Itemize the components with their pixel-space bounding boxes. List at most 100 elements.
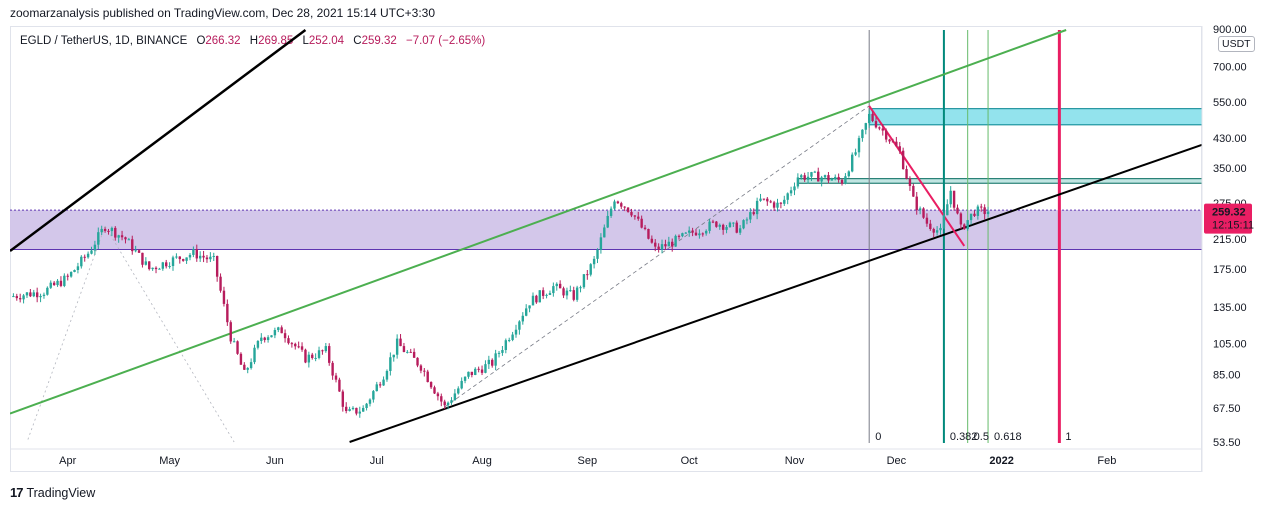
candle-body-23 [90, 250, 93, 254]
candle-body-246 [847, 171, 851, 177]
candle-body-0 [12, 296, 15, 298]
candle-body-229 [789, 190, 793, 194]
candle-body-2 [18, 298, 22, 300]
x-tick-label-6: Oct [681, 455, 698, 467]
resistance-zone-mid [797, 178, 1202, 184]
x-tick-label-10: Feb [1097, 455, 1116, 467]
candle-body-106 [372, 391, 375, 400]
candle-body-220 [759, 198, 762, 201]
candle-body-28 [107, 230, 110, 232]
candle-body-60 [215, 255, 219, 277]
candle-body-111 [389, 357, 392, 371]
candle-body-9 [42, 294, 46, 296]
y-tick-label-10: 85.00 [1213, 369, 1241, 381]
price-tag-value: 259.32 [1212, 207, 1246, 219]
candle-body-131 [457, 388, 460, 394]
tradingview-logo[interactable]: 17 TradingView [10, 485, 95, 500]
candle-body-16 [66, 275, 69, 277]
candle-body-173 [599, 237, 603, 250]
candle-body-18 [73, 269, 76, 272]
candle-body-276 [949, 190, 952, 205]
candle-body-219 [755, 200, 759, 215]
candle-body-178 [616, 201, 620, 204]
y-tick-label-6: 215.00 [1213, 234, 1247, 246]
candle-body-20 [80, 256, 83, 267]
fib-time-label-4: 1 [1065, 431, 1071, 443]
candle-body-183 [633, 215, 637, 217]
publish-line: zoomarzanalysis published on TradingView… [10, 6, 436, 20]
candle-body-284 [976, 206, 980, 216]
candle-body-91 [321, 350, 324, 352]
candle-body-175 [606, 215, 609, 228]
x-tick-label-9: 2022 [989, 455, 1013, 467]
candle-body-180 [623, 206, 626, 208]
candle-body-7 [35, 292, 39, 298]
candle-body-226 [779, 202, 783, 204]
x-tick-label-0: Apr [59, 455, 76, 467]
candle-body-245 [844, 176, 847, 184]
candle-body-255 [878, 127, 881, 129]
candle-body-265 [912, 185, 915, 197]
candle-body-211 [728, 222, 732, 228]
x-tick-label-1: May [159, 455, 180, 467]
candle-body-217 [749, 212, 752, 220]
candle-body-11 [49, 282, 52, 288]
candle-body-10 [46, 287, 49, 295]
low-label: L [302, 35, 309, 47]
candle-body-128 [446, 402, 450, 406]
y-tick-label-1: 700.00 [1213, 62, 1247, 74]
channel-line-green [10, 29, 1067, 415]
candle-body-96 [338, 379, 341, 392]
y-tick-label-3: 430.00 [1213, 133, 1247, 145]
candle-body-148 [514, 329, 518, 335]
candle-body-198 [684, 232, 688, 234]
candle-body-277 [952, 190, 956, 208]
candle-body-100 [351, 407, 355, 410]
candle-body-179 [620, 203, 623, 207]
candle-body-104 [365, 403, 368, 408]
y-tick-label-12: 53.50 [1213, 437, 1241, 449]
candle-body-204 [704, 230, 708, 234]
candle-body-268 [922, 208, 925, 218]
candle-body-170 [589, 264, 592, 275]
open-label: O [196, 35, 206, 47]
y-tick-label-11: 67.50 [1213, 403, 1241, 415]
candle-body-101 [355, 407, 358, 414]
candle-body-244 [840, 179, 844, 184]
candle-body-133 [463, 376, 467, 381]
candle-body-150 [521, 315, 524, 322]
candle-body-266 [915, 196, 918, 211]
candle-body-67 [239, 353, 243, 365]
candle-body-285 [980, 206, 983, 208]
candle-body-157 [545, 294, 548, 296]
candle-body-282 [969, 213, 973, 221]
price-tag-box [1204, 203, 1252, 234]
candle-body-140 [487, 359, 491, 365]
candle-body-125 [436, 393, 440, 397]
candle-body-162 [562, 288, 565, 296]
candle-body-283 [973, 213, 976, 216]
candle-body-228 [786, 193, 789, 200]
candle-body-72 [256, 340, 260, 348]
candle-body-3 [22, 295, 25, 300]
candle-body-22 [86, 253, 90, 258]
candle-body-280 [963, 224, 966, 230]
candle-body-5 [29, 292, 32, 297]
candle-body-281 [966, 220, 969, 230]
candle-body-89 [314, 357, 317, 359]
candle-body-32 [120, 235, 124, 238]
candle-body-74 [263, 337, 266, 341]
candle-body-49 [178, 256, 182, 260]
currency-badge[interactable]: USDT [1218, 36, 1255, 52]
candle-body-15 [63, 275, 66, 286]
candle-body-153 [531, 295, 535, 306]
candle-body-248 [854, 152, 857, 155]
candle-body-95 [334, 375, 338, 380]
symbol-name[interactable]: EGLD / TetherUS, 1D, BINANCE [20, 35, 188, 47]
candle-body-156 [541, 290, 545, 296]
candle-body-234 [806, 176, 810, 180]
candle-body-130 [453, 393, 457, 401]
candle-body-174 [603, 227, 606, 238]
candle-body-42 [154, 267, 158, 270]
